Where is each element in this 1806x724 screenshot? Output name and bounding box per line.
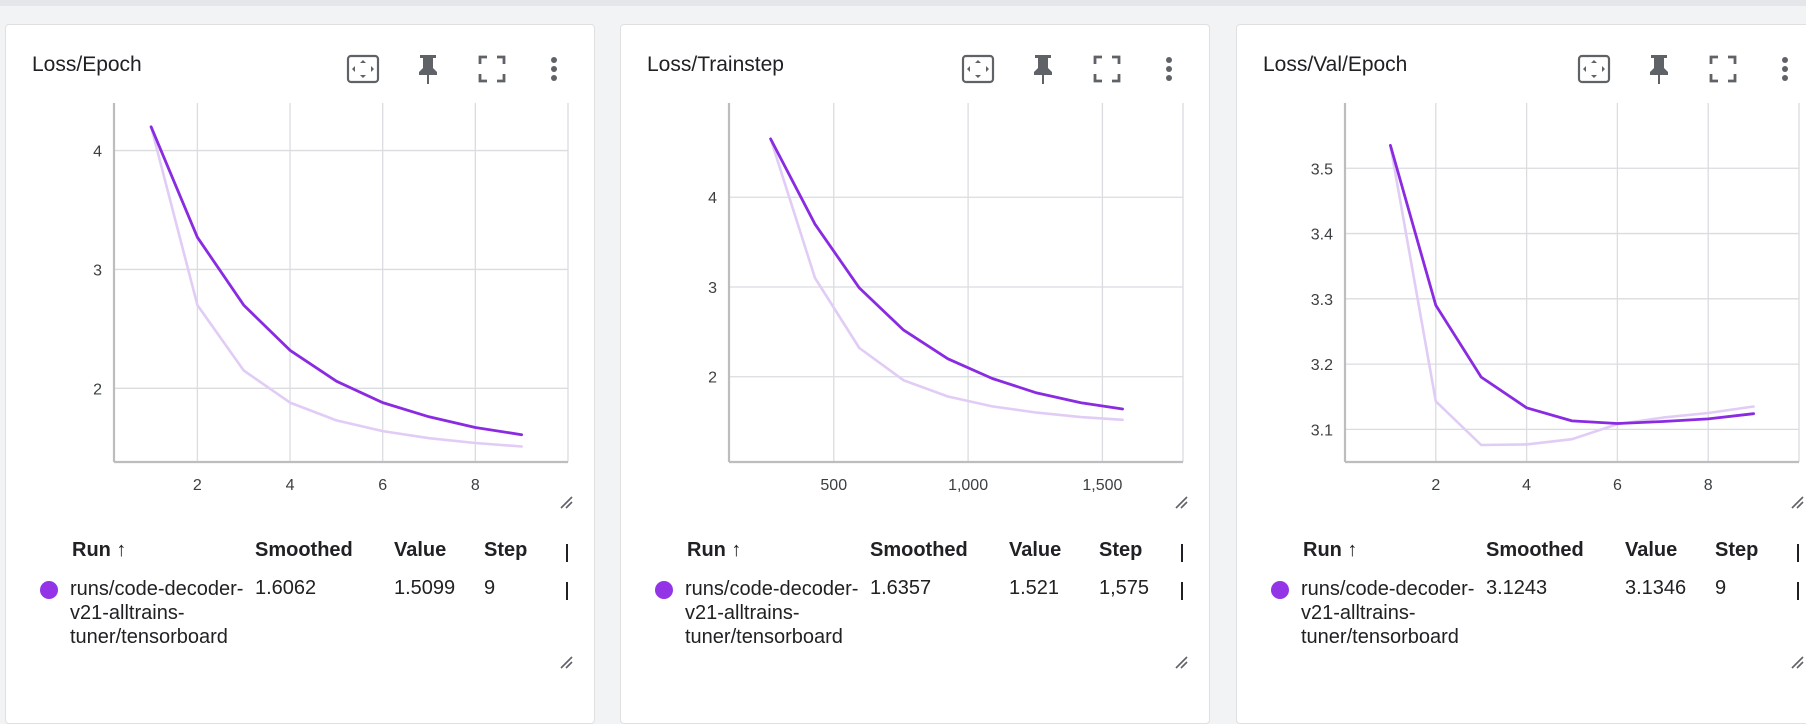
column-header-step: Step — [1715, 539, 1759, 561]
column-header-value: Value — [1625, 539, 1678, 561]
truncated-column-header — [1797, 544, 1799, 562]
cell-smoothed: 1.6357 — [870, 577, 932, 599]
smoothed-series-line — [1388, 144, 1755, 425]
run-name: runs/code-decoder-v21-alltrains-tuner/te… — [685, 578, 859, 648]
column-header-step: Step — [1099, 539, 1143, 561]
y-tick-label: 3.3 — [1311, 292, 1333, 309]
x-tick-label: 1,500 — [1082, 477, 1122, 494]
scalar-card-1: Loss/Epoch 2 4 6 8 2 3 4 Run ↑ Smoothed Value Step r… — [5, 24, 595, 724]
run-name: runs/code-decoder-v21-alltrains-tuner/te… — [1301, 578, 1475, 648]
card-title: Loss/Val/Epoch — [1263, 53, 1408, 76]
resize-handle-icon[interactable] — [559, 495, 573, 509]
fit-to-domain-icon[interactable] — [343, 49, 383, 89]
column-header-value: Value — [1009, 539, 1062, 561]
pin-icon[interactable] — [1023, 49, 1063, 89]
pin-icon[interactable] — [1639, 49, 1679, 89]
run-name: runs/code-decoder-v21-alltrains-tuner/te… — [70, 578, 244, 648]
y-tick-label: 4 — [708, 190, 717, 207]
y-tick-label: 4 — [93, 144, 102, 161]
card-title: Loss/Trainstep — [647, 53, 784, 76]
cell-step: 9 — [484, 577, 496, 599]
y-tick-label: 2 — [93, 381, 102, 398]
cell-step: 9 — [1715, 577, 1727, 599]
card-title: Loss/Epoch — [32, 53, 142, 76]
cell-step: 1,575 — [1099, 577, 1150, 599]
y-tick-label: 3.2 — [1311, 357, 1333, 374]
fullscreen-icon[interactable] — [472, 49, 512, 89]
cell-smoothed: 1.6062 — [255, 577, 317, 599]
raw-series-line — [769, 137, 1124, 422]
x-tick-label: 6 — [378, 477, 387, 494]
resize-handle-icon[interactable] — [1790, 495, 1804, 509]
x-tick-label: 8 — [471, 477, 480, 494]
column-header-run[interactable]: Run ↑ — [1303, 539, 1358, 561]
fit-to-domain-icon[interactable] — [1574, 49, 1614, 89]
x-tick-label: 4 — [286, 477, 295, 494]
y-tick-label: 3.1 — [1311, 422, 1333, 439]
scalar-card-2: Loss/Trainstep 500 1,000 1,500 2 3 4 Run ↑ Smoot… — [620, 24, 1210, 724]
x-tick-label: 8 — [1704, 477, 1713, 494]
x-tick-label: 500 — [820, 477, 847, 494]
resize-handle-icon[interactable] — [559, 655, 573, 669]
column-header-smoothed: Smoothed — [255, 539, 353, 561]
resize-handle-icon[interactable] — [1790, 655, 1804, 669]
column-header-value: Value — [394, 539, 447, 561]
x-tick-label: 2 — [193, 477, 202, 494]
truncated-cell — [566, 582, 568, 600]
more-vert-icon[interactable] — [1149, 49, 1189, 89]
cell-value: 3.1346 — [1625, 577, 1687, 599]
truncated-cell — [1797, 582, 1799, 600]
scalar-card-3: Loss/Val/Epoch 2 4 6 8 3.1 3.2 3.3 3.4 3.5 Run ↑ Sm… — [1236, 24, 1806, 724]
column-header-run[interactable]: Run ↑ — [687, 539, 742, 561]
pin-icon[interactable] — [408, 49, 448, 89]
column-header-smoothed: Smoothed — [1486, 539, 1584, 561]
x-tick-label: 4 — [1522, 477, 1531, 494]
column-header-step: Step — [484, 539, 528, 561]
fullscreen-icon[interactable] — [1703, 49, 1743, 89]
truncated-cell — [1181, 582, 1183, 600]
raw-series-line — [1389, 144, 1755, 447]
cell-smoothed: 3.1243 — [1486, 577, 1548, 599]
raw-series-line — [149, 125, 524, 448]
fullscreen-icon[interactable] — [1087, 49, 1127, 89]
y-tick-label: 3.5 — [1311, 161, 1333, 178]
x-tick-label: 6 — [1613, 477, 1622, 494]
chart-plot[interactable]: 2 4 6 8 3.1 3.2 3.3 3.4 3.5 — [1237, 25, 1806, 525]
run-color-dot — [1271, 581, 1289, 599]
more-vert-icon[interactable] — [1765, 49, 1805, 89]
y-tick-label: 3.4 — [1311, 227, 1333, 244]
smoothed-series-line — [769, 137, 1125, 411]
resize-handle-icon[interactable] — [1174, 655, 1188, 669]
more-vert-icon[interactable] — [534, 49, 574, 89]
chart-plot[interactable]: 2 4 6 8 2 3 4 — [6, 25, 596, 525]
x-tick-label: 1,000 — [948, 477, 988, 494]
cell-value: 1.5099 — [394, 577, 456, 599]
fit-to-domain-icon[interactable] — [958, 49, 998, 89]
cell-value: 1.521 — [1009, 577, 1060, 599]
x-tick-label: 2 — [1431, 477, 1440, 494]
run-color-dot — [655, 581, 673, 599]
run-color-dot — [40, 581, 58, 599]
y-tick-label: 3 — [708, 280, 717, 297]
chart-plot[interactable]: 500 1,000 1,500 2 3 4 — [621, 25, 1211, 525]
smoothed-series-line — [149, 125, 524, 437]
resize-handle-icon[interactable] — [1174, 495, 1188, 509]
y-tick-label: 3 — [93, 262, 102, 279]
top-bar — [0, 0, 1806, 6]
column-header-run[interactable]: Run ↑ — [72, 539, 127, 561]
y-tick-label: 2 — [708, 370, 717, 387]
truncated-column-header — [1181, 544, 1183, 562]
truncated-column-header — [566, 544, 568, 562]
column-header-smoothed: Smoothed — [870, 539, 968, 561]
